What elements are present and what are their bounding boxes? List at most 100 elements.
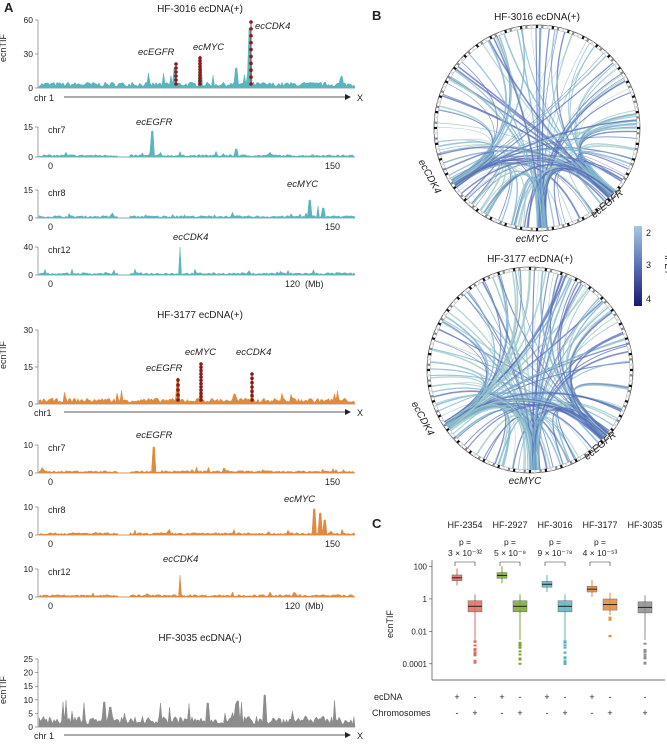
ideogram-band: [453, 66, 457, 71]
peak-dot: [199, 391, 203, 396]
ideogram-band: [634, 147, 638, 151]
circos-title: HF-3016 ecDNA(+): [494, 12, 580, 23]
ideogram-band: [477, 280, 481, 284]
ideogram-band: [507, 269, 511, 273]
ideogram-band: [460, 292, 464, 297]
y-tick-label: 15: [24, 185, 34, 195]
ideogram-band: [471, 205, 475, 209]
hf3016.chr7-x-end: 150: [325, 161, 340, 171]
ideogram-band: [599, 296, 604, 301]
peak-dot: [249, 61, 253, 66]
ideogram-band: [622, 404, 627, 408]
interaction-arc: [557, 408, 604, 460]
y-axis-title: ecnTIF: [0, 33, 8, 62]
hf3177.chr12-track: 0 10: [24, 564, 356, 602]
chr-start-label: chr 1: [34, 93, 54, 103]
y-tick-label: 25: [24, 654, 34, 664]
ideogram-band: [569, 275, 573, 280]
ideogram-band: [430, 342, 434, 346]
ideogram-band: [616, 317, 620, 321]
interaction-arc: [569, 45, 615, 192]
lpet-legend: 2 3 4 lPET: [634, 226, 667, 306]
y-tick-label: 20: [24, 668, 34, 678]
ideogram-band: [450, 70, 454, 75]
peak-dot: [199, 365, 203, 370]
outlier: [518, 662, 522, 665]
peak-dot: [250, 372, 254, 376]
ideogram-band: [627, 167, 632, 171]
interaction-arc: [569, 395, 622, 440]
ideogram-band: [634, 105, 638, 109]
panel-b: B HF-3016 ecDNA(+)ecCDK4ecMYCecEGFRHF-317…: [372, 8, 667, 487]
hf3016.chr7-x-start: 0: [48, 161, 53, 171]
ideogram-band: [464, 289, 468, 293]
ideogram-band: [494, 33, 498, 38]
ideogram-band: [446, 427, 450, 432]
ideogram-band: [507, 467, 511, 471]
significance-bracket: [499, 561, 521, 566]
ideogram-band: [614, 190, 618, 194]
ideogram-band: [492, 462, 496, 467]
ideogram-band: [620, 327, 625, 331]
outlier: [608, 635, 612, 638]
ideogram-band: [554, 270, 558, 274]
peak-dot: [249, 27, 253, 31]
peak-dot: [174, 74, 178, 78]
ideogram-band: [624, 399, 629, 403]
outlier: [563, 646, 567, 649]
hf3016.chr12-gene-label: ecCDK4: [173, 232, 208, 243]
ideogram-band: [603, 201, 607, 206]
peak-label-eccdk4: ecCDK4: [255, 21, 290, 32]
ideogram-band: [471, 47, 475, 51]
ideogram-band: [499, 31, 503, 36]
ecdna-plus: +: [454, 692, 459, 702]
peak-dot: [249, 68, 253, 73]
ideogram-band: [509, 28, 513, 32]
ideogram-band: [610, 427, 614, 432]
ideogram-band: [569, 460, 573, 465]
interaction-arc: [452, 158, 502, 205]
peak-dot: [249, 75, 253, 79]
ideogram-band: [440, 419, 444, 423]
y-tick-label: 60: [24, 15, 34, 25]
outlier: [518, 658, 522, 661]
ideogram-band: [607, 304, 611, 308]
ideogram-band: [438, 157, 443, 161]
peak-dot: [199, 362, 203, 366]
ideogram-band: [556, 225, 560, 229]
ideogram-band: [487, 460, 491, 465]
ideogram-band: [444, 172, 449, 176]
ideogram-band: [586, 38, 590, 42]
ideogram-band: [468, 286, 473, 290]
interaction-arc: [569, 311, 613, 434]
pvalue-label: p =: [504, 537, 516, 547]
peak-dot: [176, 378, 180, 382]
y-tick-label: 0: [28, 722, 33, 732]
ideogram-band: [579, 456, 583, 460]
y-axis-title-2: ecnTIF: [0, 340, 8, 369]
ideogram-band: [556, 27, 560, 31]
peak-dot: [250, 380, 254, 385]
chrom-minus: -: [546, 708, 549, 718]
ideogram-band: [616, 419, 620, 423]
ideogram-band: [625, 80, 630, 84]
outlier: [563, 640, 567, 643]
hf3016.chr8-name: chr8: [48, 188, 66, 198]
ideogram-band: [475, 208, 480, 212]
outlier: [473, 661, 477, 664]
ideogram-band: [607, 432, 611, 436]
ideogram-band: [583, 453, 588, 457]
ideogram-band: [610, 308, 614, 313]
ideogram-band: [467, 50, 471, 55]
ideogram-band: [435, 409, 440, 413]
y-tick-label: 40: [24, 242, 34, 252]
outlier: [518, 646, 522, 649]
interaction-arc: [448, 271, 517, 430]
ideogram-band: [437, 152, 441, 156]
hf3177-genome-track: 0 15 30: [24, 325, 356, 409]
interaction-arc: [449, 406, 525, 470]
peak-dot: [198, 67, 202, 72]
ideogram-band: [629, 162, 634, 166]
hf3016.chr8-x-start: 0: [48, 222, 53, 232]
y-axis-title-3: ecnTIF: [0, 675, 8, 704]
